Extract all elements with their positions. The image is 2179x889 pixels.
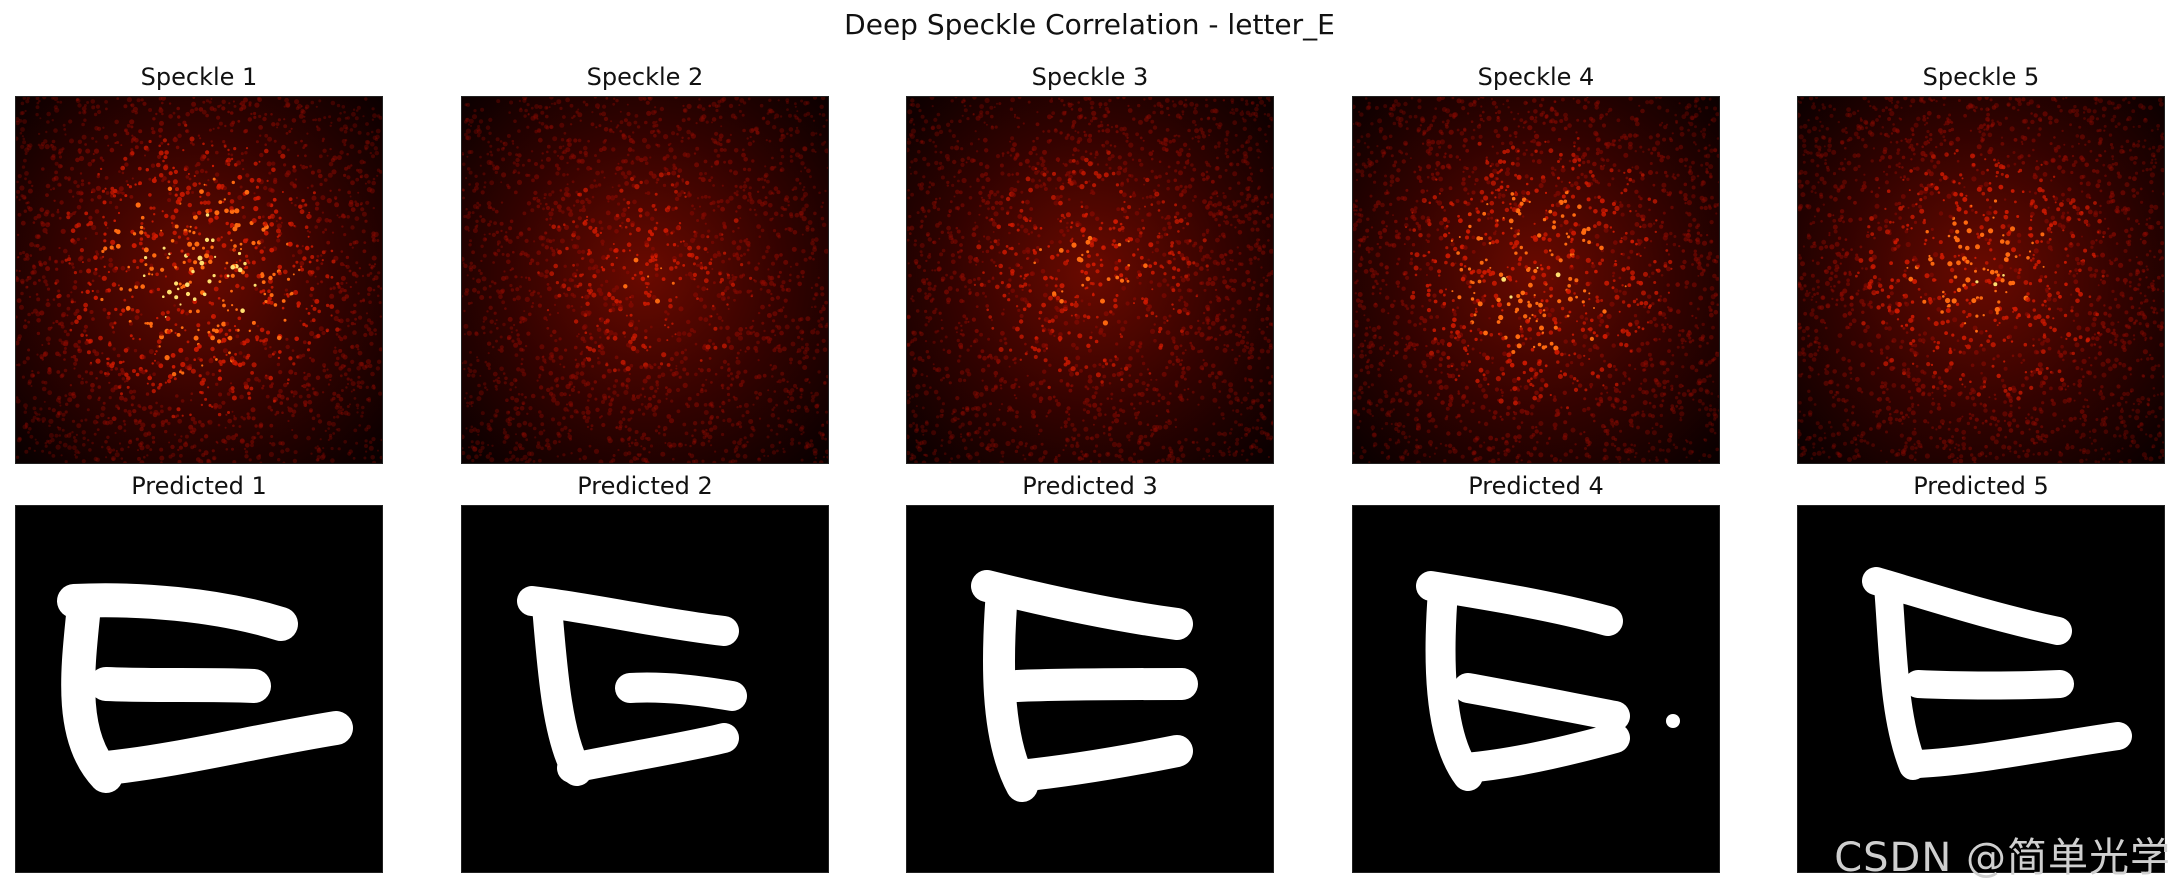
prediction-image-3 <box>906 505 1274 873</box>
prediction-cell-1: Predicted 1 <box>15 467 383 873</box>
speckle-image-3 <box>906 96 1274 464</box>
prediction-image-4 <box>1352 505 1720 873</box>
speckle-cell-1: Speckle 1 <box>15 58 383 464</box>
speckle-image-1 <box>15 96 383 464</box>
speckle-image-2 <box>461 96 829 464</box>
prediction-cell-4: Predicted 4 <box>1352 467 1720 873</box>
speckle-cell-3: Speckle 3 <box>906 58 1274 464</box>
prediction-image-2 <box>461 505 829 873</box>
speckle-image-4 <box>1352 96 1720 464</box>
prediction-title-4: Predicted 4 <box>1468 472 1604 500</box>
letter-e-shape <box>57 583 353 793</box>
speckle-title-1: Speckle 1 <box>140 63 258 91</box>
letter-e-shape <box>517 586 747 786</box>
speckle-cell-4: Speckle 4 <box>1352 58 1720 464</box>
letter-e-shape <box>971 570 1198 802</box>
speckle-cell-5: Speckle 5 <box>1797 58 2165 464</box>
watermark: CSDN @简单光学 <box>1834 835 2171 881</box>
figure-title: Deep Speckle Correlation - letter_E <box>844 8 1335 41</box>
letter-e-shape <box>1862 567 2132 780</box>
prediction-cell-3: Predicted 3 <box>906 467 1274 873</box>
speckle-cell-2: Speckle 2 <box>461 58 829 464</box>
speckle-title-3: Speckle 3 <box>1031 63 1149 91</box>
prediction-title-5: Predicted 5 <box>1913 472 2049 500</box>
speckle-image-5 <box>1797 96 2165 464</box>
speckle-title-2: Speckle 2 <box>586 63 704 91</box>
prediction-title-1: Predicted 1 <box>131 472 267 500</box>
speckle-title-4: Speckle 4 <box>1477 63 1595 91</box>
letter-e-shape <box>1416 571 1630 791</box>
prediction-image-5 <box>1797 505 2165 873</box>
prediction-cell-5: Predicted 5 <box>1797 467 2165 873</box>
speckle-title-5: Speckle 5 <box>1922 63 2040 91</box>
prediction-title-2: Predicted 2 <box>577 472 713 500</box>
prediction-title-3: Predicted 3 <box>1022 472 1158 500</box>
prediction-cell-2: Predicted 2 <box>461 467 829 873</box>
prediction-image-1 <box>15 505 383 873</box>
